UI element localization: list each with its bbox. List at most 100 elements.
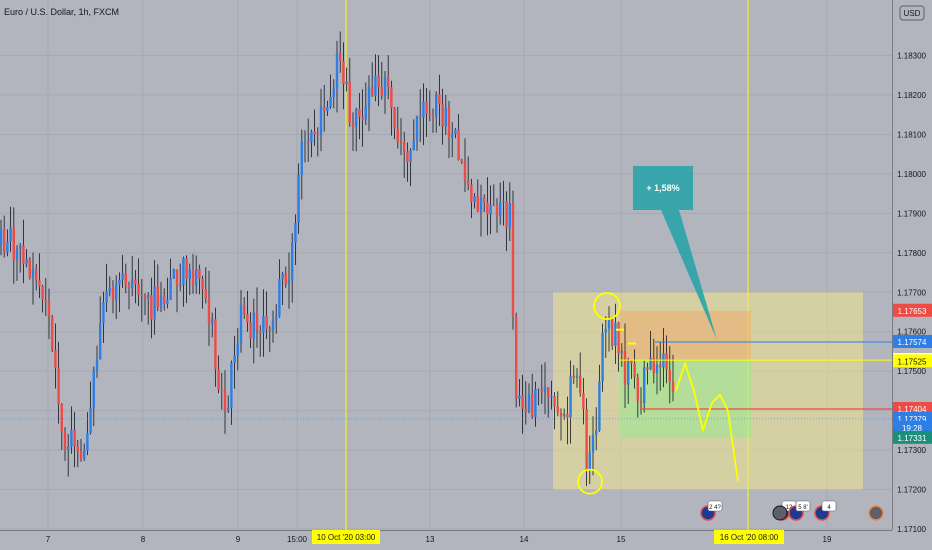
candle-body [601, 333, 604, 382]
crosshair-x-label: 10 Oct '20 03:00 [317, 533, 376, 542]
candle-body [313, 131, 316, 135]
candle-body [169, 278, 172, 300]
x-tick-label: 7 [46, 535, 51, 544]
price-label: 1.17525 [898, 357, 927, 366]
candle-body [310, 131, 313, 143]
event-badges[interactable]: 2 4? 12 5 8' 4 [700, 500, 884, 521]
candle-body [316, 134, 319, 136]
candle-body [505, 201, 508, 228]
candle-body [361, 116, 364, 120]
candle-body [191, 269, 195, 286]
candle-body [483, 197, 486, 203]
candle-body [278, 279, 281, 317]
candle-body [153, 286, 156, 320]
candle-body [307, 141, 310, 143]
candle-body [524, 408, 527, 412]
candle-body [588, 452, 591, 471]
candle-body [89, 408, 92, 434]
candle-body [655, 364, 659, 374]
candle-body [604, 328, 607, 334]
x-tick-label: 15 [617, 535, 626, 544]
currency-label: USD [904, 9, 921, 18]
candle-body [297, 174, 300, 223]
candle-body [28, 259, 31, 278]
drawings[interactable]: + 1,58% [0, 166, 892, 495]
candle-body [575, 375, 579, 378]
crosshair-x-badge-2 [714, 530, 784, 544]
candle-body [185, 258, 188, 280]
candle-body [137, 283, 140, 295]
candle-body [595, 430, 598, 435]
candle-body [294, 222, 297, 243]
price-axis[interactable]: 1.18300 1.18200 1.18100 1.18000 1.17900 1.178… [892, 0, 927, 534]
candle-body [460, 160, 463, 162]
candle-body [108, 287, 111, 292]
event-badge-text: 5 8' [798, 505, 808, 511]
candle-body [585, 409, 588, 471]
candle-body [579, 375, 582, 393]
candle-body [140, 294, 143, 296]
price-label: 1.17574 [898, 338, 927, 347]
candle-body [582, 392, 585, 410]
candle-body [6, 241, 9, 253]
candle-body [3, 228, 6, 253]
currency-button[interactable]: USD [899, 5, 925, 21]
candle-body [563, 413, 566, 417]
candle-body [217, 369, 220, 390]
time-axis[interactable]: 7 8 9 15:00 13 14 15 19 10 Oct '20 03:00 16 Oct '… [0, 530, 892, 544]
price-label-bg [893, 354, 932, 368]
candle-body [495, 206, 499, 216]
candle-body [607, 319, 611, 329]
candle-body [323, 106, 326, 111]
candle-body [207, 298, 211, 324]
candle-body [383, 77, 387, 96]
candle-body [31, 269, 35, 278]
projection-path [675, 362, 739, 482]
candle-body [438, 94, 441, 105]
candle-body [444, 107, 447, 127]
candle-body [502, 201, 505, 203]
candle-body [377, 75, 380, 88]
y-tick-label: 1.18100 [897, 130, 926, 139]
marker-ticks [616, 328, 636, 345]
candle-body [451, 134, 454, 138]
settings-icon [868, 505, 884, 521]
candle-body [105, 291, 108, 303]
candle-body [204, 289, 207, 299]
candle-body [617, 322, 620, 354]
price-label: 19:28 [902, 424, 923, 433]
candle-body [195, 269, 198, 286]
candle-body [25, 259, 28, 265]
x-tick-label: 15:00 [287, 535, 308, 544]
candles [0, 31, 675, 487]
candle-body [339, 53, 342, 62]
candle-body [409, 149, 412, 162]
candle-body [435, 94, 438, 117]
candle-body [51, 316, 54, 350]
candle-body [303, 141, 307, 143]
event-badge [821, 500, 837, 512]
y-tick-label: 1.17900 [897, 209, 926, 218]
candle-body [556, 406, 559, 413]
candle-body [463, 161, 467, 181]
candle-body [300, 142, 303, 175]
candle-body [515, 316, 518, 399]
clock-icon [772, 505, 788, 521]
candle-body [239, 305, 243, 343]
candle-body [627, 360, 630, 385]
candle-body [86, 433, 89, 451]
candle-body [291, 242, 294, 280]
candle-body [249, 322, 252, 339]
candle-body [431, 114, 435, 117]
candle-body [76, 446, 79, 452]
candle-body [591, 434, 595, 453]
candle-body [393, 108, 396, 129]
candle-body [9, 227, 12, 242]
candle-body [166, 299, 169, 304]
candle-body [572, 375, 575, 378]
candle-body [374, 75, 377, 96]
crosshair-x-badge [312, 530, 380, 544]
candle-body [371, 86, 374, 96]
candle-body [179, 285, 182, 287]
